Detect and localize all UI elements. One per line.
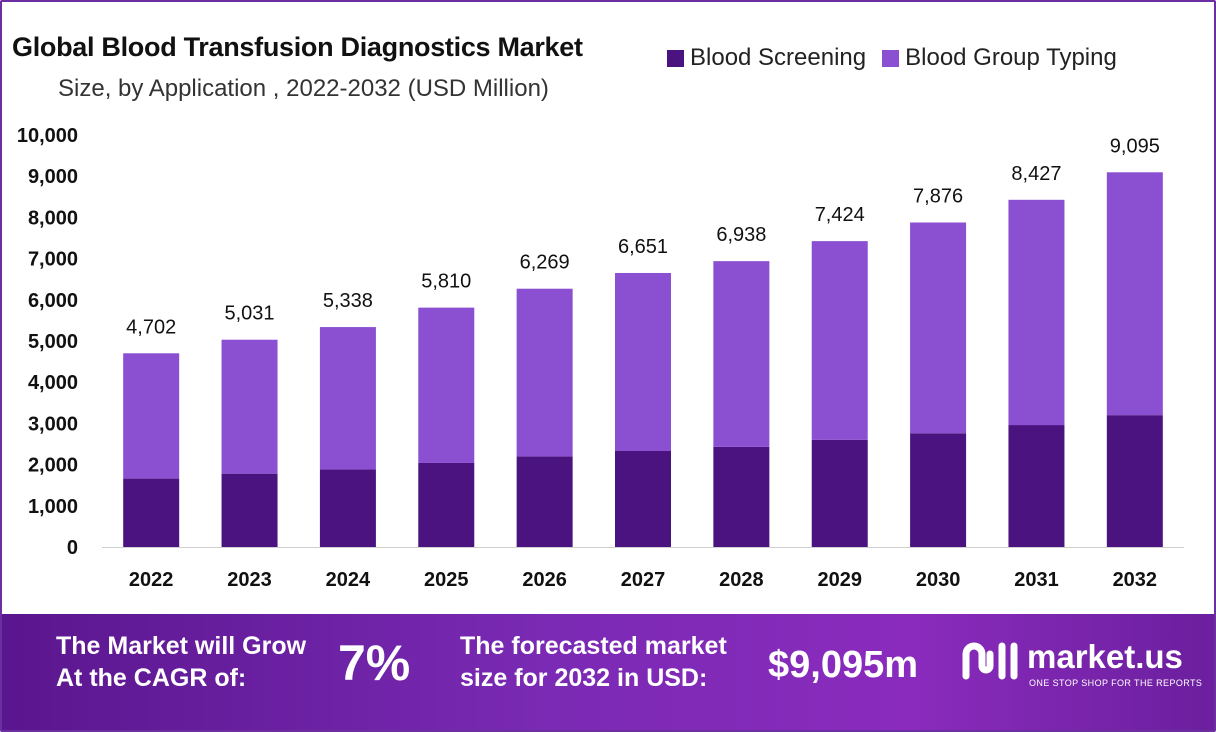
legend-label-blood-group-typing: Blood Group Typing [905, 44, 1117, 71]
bar-total-label: 5,338 [323, 290, 373, 312]
bar-blood-group-typing [516, 288, 573, 457]
logo-name: market.us [1027, 638, 1183, 675]
bar-blood-group-typing [811, 241, 868, 440]
bar-blood-screening [418, 462, 475, 547]
cagr-text: The Market will Grow At the CAGR of: [56, 632, 307, 692]
y-tick-label: 8,000 [28, 207, 78, 229]
bar-blood-screening [615, 451, 671, 547]
bar-total-label: 6,269 [520, 252, 570, 274]
bar-blood-group-typing [319, 327, 376, 470]
bar-blood-screening [123, 478, 180, 547]
y-tick-label: 4,000 [28, 372, 78, 394]
summary-banner: The Market will Grow At the CAGR of: 7% … [2, 614, 1214, 730]
legend-swatch-blood-group-typing [882, 49, 900, 67]
bar-total-label: 6,651 [618, 236, 668, 258]
chart-legend: Blood Screening Blood Group Typing [667, 44, 1133, 72]
chart-title: Global Blood Transfusion Diagnostics Mar… [12, 32, 583, 62]
x-tick-label: 2029 [817, 569, 862, 591]
bar-total-label: 8,427 [1011, 163, 1061, 185]
y-tick-label: 10,000 [17, 125, 78, 147]
bar-chart: 0 1,000 2,000 3,000 4,000 5,000 6,000 7,000 8,00… [17, 125, 1184, 591]
y-tick-label: 3,000 [28, 413, 78, 435]
bar-blood-screening [221, 473, 278, 547]
legend-label-blood-screening: Blood Screening [690, 44, 867, 71]
bar-blood-group-typing [1106, 172, 1163, 416]
x-tick-label: 2031 [1014, 569, 1059, 591]
cagr-value: 7% [338, 635, 411, 691]
bar-blood-screening [713, 446, 770, 547]
bar-blood-screening [811, 439, 868, 547]
bar-blood-screening [1008, 425, 1065, 547]
y-tick-label: 6,000 [28, 290, 78, 312]
bar-blood-screening [910, 433, 967, 547]
x-tick-label: 2030 [916, 569, 961, 591]
y-tick-label: 1,000 [28, 496, 78, 518]
forecast-value: $9,095m [768, 644, 919, 686]
y-tick-label: 9,000 [28, 166, 78, 188]
bar-total-label: 5,031 [225, 303, 275, 325]
y-tick-label: 7,000 [28, 249, 78, 271]
bar-total-label: 7,876 [913, 186, 963, 208]
bar-total-label: 4,702 [126, 316, 176, 338]
bar-blood-group-typing [910, 222, 967, 434]
y-tick-label: 5,000 [28, 331, 78, 353]
bar-blood-screening [319, 469, 376, 547]
bar-blood-group-typing [418, 307, 475, 463]
x-tick-label: 2024 [326, 569, 371, 591]
forecast-text: The forecasted market size for 2032 in U… [460, 632, 727, 692]
bar-blood-group-typing [1008, 199, 1065, 426]
bar-blood-screening [1106, 415, 1163, 547]
y-tick-label: 0 [67, 537, 78, 559]
bar-blood-group-typing [615, 272, 671, 452]
x-tick-label: 2028 [719, 569, 764, 591]
bar-total-label: 5,810 [421, 271, 471, 293]
x-tick-label: 2022 [129, 569, 174, 591]
x-tick-label: 2023 [227, 569, 272, 591]
legend-item-blood-group-typing: Blood Group Typing [882, 44, 1117, 72]
market-us-logo-icon [962, 642, 1018, 680]
bar-blood-group-typing [123, 353, 180, 479]
legend-swatch-blood-screening [667, 49, 684, 67]
chart-subtitle: Size, by Application , 2022-2032 (USD Mi… [58, 75, 549, 102]
bar-total-label: 6,938 [716, 224, 766, 246]
logo-tagline: ONE STOP SHOP FOR THE REPORTS [1029, 678, 1203, 688]
bar-blood-screening [516, 456, 573, 547]
bar-blood-group-typing [713, 261, 770, 447]
y-tick-label: 2,000 [28, 455, 78, 477]
x-tick-label: 2027 [621, 569, 666, 591]
bar-blood-group-typing [221, 339, 278, 474]
x-tick-label: 2025 [424, 569, 469, 591]
x-tick-label: 2026 [522, 569, 567, 591]
legend-item-blood-screening: Blood Screening [667, 44, 866, 72]
bar-total-label: 9,095 [1110, 135, 1160, 157]
x-tick-label: 2032 [1113, 569, 1158, 591]
bar-total-label: 7,424 [815, 204, 865, 226]
